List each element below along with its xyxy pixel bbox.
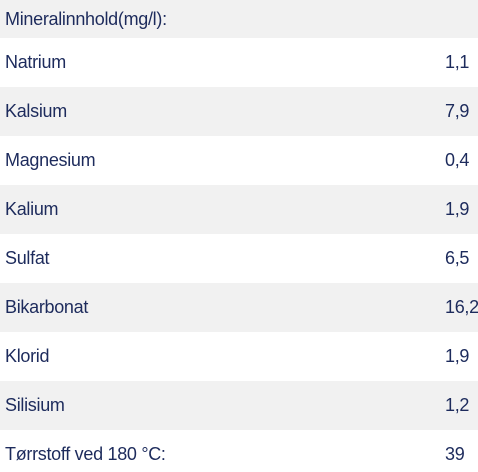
mineral-name: Klorid (5, 346, 50, 366)
mineral-value: 7,9 (445, 101, 470, 121)
mineral-value: 39 (445, 444, 465, 464)
table-body: Natrium 1,1 Kalsium 7,9 Magnesium 0,4 Kalium 1,… (0, 38, 478, 472)
mineral-name: Magnesium (5, 150, 96, 170)
mineral-value: 1,9 (445, 199, 470, 219)
mineral-name: Bikarbonat (5, 297, 89, 317)
mineral-name: Kalsium (5, 101, 67, 121)
table-row: Kalium 1,9 (0, 185, 478, 234)
mineral-value: 0,4 (445, 150, 470, 170)
mineral-name: Natrium (5, 52, 66, 72)
mineral-value: 16,2 (445, 297, 478, 317)
mineral-name: Kalium (5, 199, 59, 219)
table-row: Klorid 1,9 (0, 332, 478, 381)
table-row: Tørrstoff ved 180 °C: 39 (0, 430, 478, 472)
mineral-value: 1,9 (445, 346, 470, 366)
mineral-name: Tørrstoff ved 180 °C: (5, 444, 166, 464)
mineral-value: 1,1 (445, 52, 470, 72)
table-row: Kalsium 7,9 (0, 87, 478, 136)
mineral-value: 6,5 (445, 248, 470, 268)
mineral-value: 1,2 (445, 395, 470, 415)
mineral-name: Silisium (5, 395, 65, 415)
mineral-name: Sulfat (5, 248, 50, 268)
table-row: Magnesium 0,4 (0, 136, 478, 185)
table-row: Bikarbonat 16,2 (0, 283, 478, 332)
table-title: Mineralinnhold(mg/l): (0, 0, 478, 38)
table-row: Natrium 1,1 (0, 38, 478, 87)
table-row: Silisium 1,2 (0, 381, 478, 430)
table-row: Sulfat 6,5 (0, 234, 478, 283)
